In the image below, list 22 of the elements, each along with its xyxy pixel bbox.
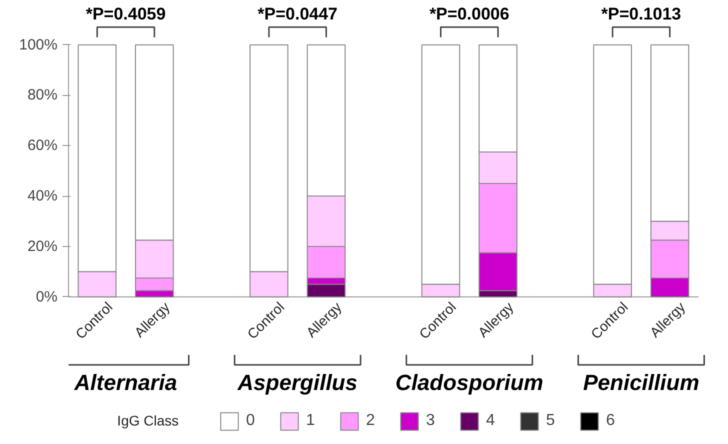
y-tick-label: 100% [19, 36, 58, 54]
legend-label: 2 [366, 412, 376, 430]
text: Aspergillus [236, 370, 358, 395]
y-tick-label: 40% [27, 188, 58, 205]
text: *P=0.0447 [258, 4, 338, 24]
legend-label: 0 [246, 412, 256, 430]
y-tick-label: 60% [27, 137, 58, 154]
y-tick-label: 20% [27, 238, 58, 255]
text: *P=0.1013 [601, 4, 682, 24]
legend-label: 6 [606, 412, 616, 430]
text: Alternaria [73, 370, 178, 395]
text: *P=0.0006 [429, 4, 510, 24]
legend-title: IgG Class [117, 412, 179, 428]
legend-label: 5 [546, 412, 556, 430]
text: *P=0.4059 [86, 4, 166, 24]
legend-label: 4 [486, 412, 496, 430]
legend-label: 3 [426, 412, 436, 430]
text: Cladosporium [395, 370, 544, 395]
legend-label: 1 [306, 412, 316, 430]
y-tick-label: 80% [27, 86, 58, 104]
y-tick-label: 0% [36, 288, 58, 306]
text: Penicillium [583, 370, 700, 395]
